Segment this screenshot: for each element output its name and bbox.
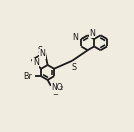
Text: NO: NO (51, 83, 63, 92)
Text: S: S (72, 63, 77, 72)
Text: 2: 2 (59, 86, 63, 91)
Text: N: N (33, 58, 39, 67)
Text: N: N (40, 49, 45, 58)
Text: Br: Br (23, 72, 32, 81)
Text: S: S (38, 46, 43, 55)
Text: N: N (89, 29, 95, 38)
Text: −: − (52, 92, 58, 98)
Text: N: N (72, 33, 78, 42)
